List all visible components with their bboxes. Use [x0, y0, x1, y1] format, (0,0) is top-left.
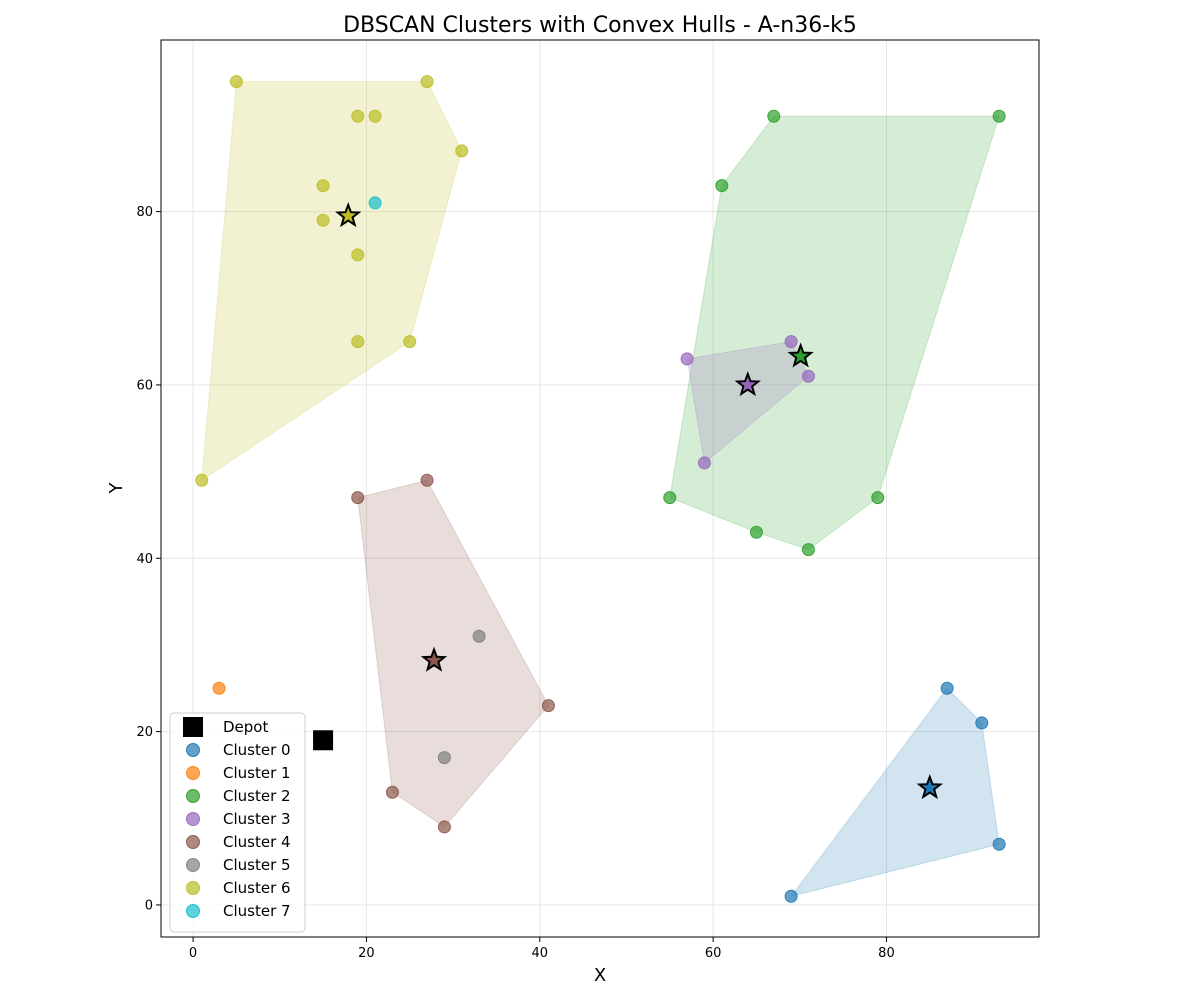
point-cluster-1 — [212, 681, 226, 695]
legend-label-cluster-6: Cluster 6 — [223, 879, 291, 897]
point-cluster-4 — [420, 473, 434, 487]
point-cluster-5 — [437, 751, 451, 765]
hull-cluster-6 — [201, 81, 463, 482]
point-cluster-4 — [541, 699, 555, 713]
point-cluster-4 — [437, 820, 451, 834]
point-cluster-2 — [663, 491, 677, 505]
x-tick-label: 0 — [189, 946, 197, 961]
legend-depot-marker — [183, 717, 203, 737]
point-cluster-3 — [697, 456, 711, 470]
point-cluster-5 — [472, 629, 486, 643]
legend-label-cluster-0: Cluster 0 — [223, 741, 291, 759]
point-cluster-6 — [351, 109, 365, 123]
point-cluster-0 — [975, 716, 989, 730]
point-cluster-6 — [351, 248, 365, 262]
point-cluster-6 — [229, 75, 243, 89]
y-tick-label: 40 — [136, 552, 153, 567]
axes: 0 20 40 60 80 0 20 40 60 80 — [136, 205, 894, 961]
point-cluster-3 — [801, 369, 815, 383]
data-points — [195, 75, 1006, 903]
legend-label-cluster-5: Cluster 5 — [223, 856, 291, 874]
legend-label-depot: Depot — [223, 718, 268, 736]
centroid-star-cluster-2 — [787, 342, 814, 368]
legend-marker-cluster-5 — [186, 858, 200, 872]
point-cluster-2 — [801, 543, 815, 557]
point-cluster-6 — [195, 473, 209, 487]
point-cluster-2 — [749, 525, 763, 539]
point-cluster-0 — [992, 837, 1006, 851]
point-cluster-3 — [784, 335, 798, 349]
point-cluster-6 — [316, 213, 330, 227]
point-cluster-4 — [385, 785, 399, 799]
y-tick-label: 60 — [136, 378, 153, 393]
hull-cluster-0 — [789, 687, 1000, 898]
point-cluster-4 — [351, 491, 365, 505]
point-cluster-6 — [455, 144, 469, 158]
chart-title: DBSCAN Clusters with Convex Hulls - A-n3… — [343, 13, 857, 38]
hull-cluster-2 — [669, 115, 1000, 551]
y-tick-label: 80 — [136, 205, 153, 220]
point-cluster-2 — [871, 491, 885, 505]
x-tick-label: 40 — [531, 946, 548, 961]
point-cluster-0 — [784, 889, 798, 903]
x-axis-label: X — [594, 965, 606, 986]
convex-hulls — [201, 81, 1000, 898]
y-axis-label: Y — [106, 482, 127, 495]
legend-marker-cluster-3 — [186, 812, 200, 826]
plot-frame — [160, 39, 1040, 938]
x-tick-label: 80 — [878, 946, 895, 961]
legend-marker-cluster-1 — [186, 766, 200, 780]
cluster-centroids — [335, 202, 943, 800]
point-cluster-6 — [420, 75, 434, 89]
legend-marker-cluster-6 — [186, 881, 200, 895]
centroid-star-cluster-4 — [420, 646, 448, 672]
legend-marker-cluster-4 — [186, 835, 200, 849]
legend: Depot Cluster 0 Cluster 1 Cluster 2 Cluster … — [169, 712, 306, 933]
legend-label-cluster-1: Cluster 1 — [223, 764, 291, 782]
grid — [161, 40, 1039, 937]
point-cluster-2 — [767, 109, 781, 123]
point-cluster-6 — [368, 109, 382, 123]
x-tick-label: 60 — [705, 946, 722, 961]
legend-marker-cluster-2 — [186, 789, 200, 803]
point-cluster-6 — [403, 335, 417, 349]
depot-marker — [313, 730, 334, 751]
legend-label-cluster-3: Cluster 3 — [223, 810, 291, 828]
legend-box — [169, 712, 306, 933]
centroid-star-cluster-3 — [734, 371, 761, 397]
point-cluster-7 — [368, 196, 382, 210]
y-tick-label: 0 — [145, 898, 153, 913]
legend-label-cluster-7: Cluster 7 — [223, 902, 291, 920]
legend-marker-cluster-0 — [186, 743, 200, 757]
point-cluster-2 — [715, 179, 729, 193]
point-cluster-0 — [940, 681, 954, 695]
centroid-star-cluster-0 — [916, 774, 943, 800]
x-tick-label: 20 — [358, 946, 375, 961]
legend-label-cluster-4: Cluster 4 — [223, 833, 291, 851]
legend-label-cluster-2: Cluster 2 — [223, 787, 291, 805]
point-cluster-6 — [316, 179, 330, 193]
point-cluster-2 — [992, 109, 1006, 123]
y-tick-label: 20 — [136, 725, 153, 740]
hull-cluster-4 — [357, 479, 550, 828]
point-cluster-6 — [351, 335, 365, 349]
centroid-star-cluster-6 — [335, 202, 362, 228]
legend-marker-cluster-7 — [186, 904, 200, 918]
point-cluster-3 — [680, 352, 694, 366]
